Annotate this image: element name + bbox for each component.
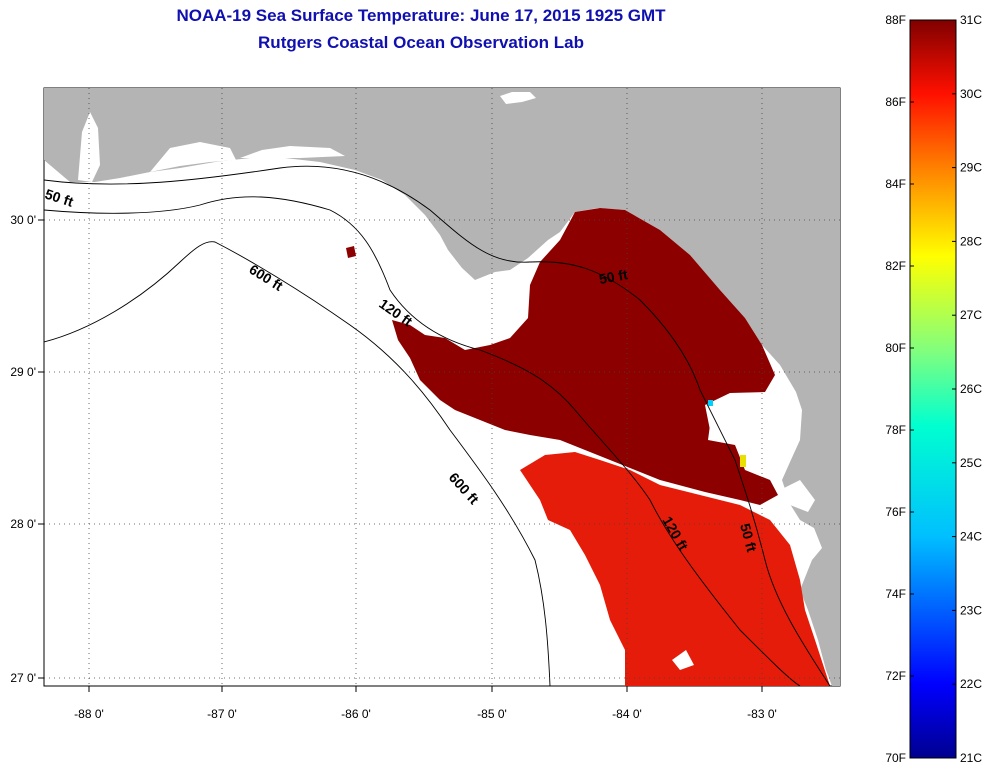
lat-tick-label: 27 0' [10, 671, 36, 685]
lat-tick-label: 28 0' [10, 517, 36, 531]
colorbar-f-label: 86F [885, 95, 906, 109]
map-title: NOAA-19 Sea Surface Temperature: June 17… [176, 6, 666, 25]
colorbar-c-label: 31C [960, 13, 982, 27]
lon-tick-label: -86 0' [341, 707, 371, 721]
colorbar-f-label: 78F [885, 423, 906, 437]
colorbar-f-label: 80F [885, 341, 906, 355]
lon-tick-label: -87 0' [207, 707, 237, 721]
lon-tick-label: -85 0' [477, 707, 507, 721]
lake-island [500, 92, 536, 104]
colorbar-c-label: 22C [960, 677, 982, 691]
cloud-gap-2 [672, 650, 694, 670]
land-mass [44, 88, 840, 686]
colorbar-c-label: 26C [960, 382, 982, 396]
lat-tick-label: 29 0' [10, 365, 36, 379]
lon-tick-label: -84 0' [612, 707, 642, 721]
contour-label-50ft-south: 50 ft [737, 522, 760, 554]
colorbar-c-label: 23C [960, 603, 982, 617]
colorbar-c-label: 30C [960, 87, 982, 101]
bay-tampa [780, 480, 815, 512]
contour-label-50ft-east: 50 ft [598, 266, 629, 287]
cool-patch-2 [708, 400, 713, 406]
sst-hot-region [392, 208, 778, 505]
colorbar-c-label: 28C [960, 234, 982, 248]
colorbar-f-label: 74F [885, 587, 906, 601]
bay-choctaw [240, 146, 345, 158]
colorbar-c-label: 25C [960, 456, 982, 470]
colorbar-c-label: 29C [960, 161, 982, 175]
cloud-gap [705, 392, 795, 445]
lon-tick-label: -88 0' [74, 707, 104, 721]
map-subtitle: Rutgers Coastal Ocean Observation Lab [258, 33, 584, 52]
lat-tick-label: 30 0' [10, 213, 36, 227]
colorbar-f-label: 88F [885, 13, 906, 27]
bay-pensacola [150, 142, 236, 172]
sst-hot-blob [346, 246, 356, 258]
colorbar [909, 19, 957, 759]
colorbar-f-label: 72F [885, 669, 906, 683]
colorbar-f-label: 76F [885, 505, 906, 519]
contour-600ft [44, 241, 551, 686]
contour-120ft [44, 196, 801, 686]
cool-patch [740, 455, 746, 467]
bay-mobile [78, 112, 100, 182]
colorbar-c-label: 27C [960, 308, 982, 322]
colorbar-f-label: 82F [885, 259, 906, 273]
colorbar-c-label: 21C [960, 751, 982, 765]
contour-50ft [44, 165, 831, 686]
sst-warm-region [520, 452, 830, 686]
colorbar-c-label: 24C [960, 530, 982, 544]
lon-tick-label: -83 0' [747, 707, 777, 721]
colorbar-f-label: 84F [885, 177, 906, 191]
colorbar-f-label: 70F [885, 751, 906, 765]
